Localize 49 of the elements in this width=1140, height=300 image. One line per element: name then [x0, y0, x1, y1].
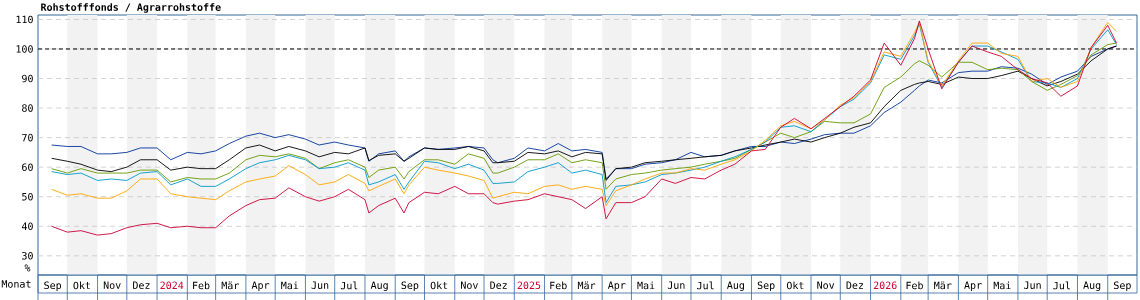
- y-tick-label: 80: [22, 104, 33, 112]
- x-tick-label: Aug: [1083, 281, 1101, 291]
- x-tick-label: Nov: [103, 281, 121, 289]
- x-tick-label: Apr: [251, 281, 270, 291]
- x-tick-label: Okt: [73, 281, 90, 290]
- x-tick-label: Dez: [133, 281, 150, 289]
- x-tick-label: Sep: [44, 281, 62, 292]
- x-tick-label: Nov: [461, 281, 478, 289]
- x-tick-label: Jun: [311, 281, 329, 289]
- x-tick-label: Okt: [430, 281, 448, 290]
- x-tick-label: 2024: [160, 281, 184, 290]
- y-tick-label: 70: [22, 133, 33, 142]
- x-tick-label: Jul: [340, 281, 358, 290]
- x-tick-label: Okt: [786, 281, 804, 290]
- x-tick-label: 2026: [873, 281, 897, 290]
- y-tick-label: 60: [22, 163, 33, 171]
- y-axis-title: %: [24, 264, 31, 272]
- x-tick-label: Aug: [370, 281, 388, 291]
- x-tick-label: 2025: [517, 281, 541, 290]
- x-axis-title: Monat: [1, 280, 31, 288]
- x-tick-label: Mär: [577, 281, 596, 290]
- x-tick-label: Sep: [401, 281, 419, 292]
- x-tick-label: Jul: [697, 281, 714, 290]
- x-tick-label: Jul: [1053, 281, 1070, 290]
- y-tick-label: 30: [22, 252, 33, 260]
- x-tick-label: Feb: [550, 281, 567, 290]
- x-tick-label: Mär: [221, 281, 239, 290]
- x-tick-label: Mär: [934, 281, 952, 290]
- x-tick-label: Mai: [637, 281, 655, 290]
- x-tick-label: Jun: [1024, 281, 1041, 289]
- x-tick-label: Sep: [1114, 281, 1131, 292]
- x-tick-label: Mai: [993, 281, 1011, 290]
- x-tick-label: Mai: [281, 281, 299, 290]
- chart-title: Rohstofffonds / Agrarrohstoffe: [41, 3, 221, 13]
- x-tick-label: Apr: [964, 281, 982, 291]
- x-tick-label: Dez: [490, 281, 507, 289]
- x-tick-label: Feb: [193, 281, 210, 290]
- y-tick-label: 100: [16, 45, 33, 53]
- y-tick-label: 110: [16, 15, 33, 24]
- y-tick-label: 90: [22, 74, 33, 83]
- x-tick-label: Aug: [727, 281, 744, 291]
- x-tick-label: Jun: [667, 281, 685, 289]
- y-tick-label: 40: [21, 222, 33, 231]
- x-tick-label: Sep: [757, 281, 775, 292]
- x-tick-label: Dez: [846, 281, 864, 289]
- x-tick-label: Nov: [817, 281, 835, 289]
- x-tick-label: Feb: [906, 281, 923, 290]
- x-tick-label: Apr: [607, 281, 626, 291]
- y-tick-label: 50: [22, 192, 33, 201]
